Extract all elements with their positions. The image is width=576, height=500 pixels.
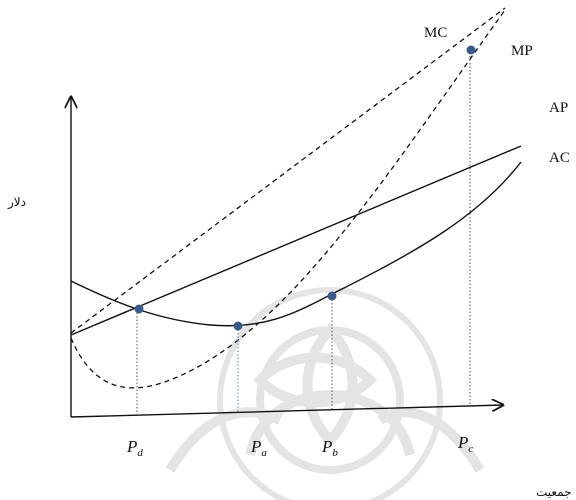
point-a-marker [233, 321, 243, 331]
tick-label-pd-sub: d [137, 447, 143, 459]
tick-label-pb-base: P [321, 437, 332, 456]
x-axis-label: جمعیت [536, 485, 572, 499]
ap-curve [70, 145, 522, 336]
x-axis [70, 405, 503, 418]
mc-label: MC [424, 25, 447, 41]
point-c-marker [466, 45, 476, 55]
tick-label-pb-sub: b [332, 447, 338, 459]
tick-label-pc: Pc [457, 433, 473, 455]
mp-label: MP [511, 43, 533, 59]
tick-label-pd-base: P [126, 437, 137, 456]
tick-label-pb: Pb [321, 437, 338, 459]
tick-label-pa-base: P [250, 437, 261, 456]
y-axis-label: دلار [7, 195, 26, 210]
tick-label-pc-sub: c [468, 443, 473, 455]
ac-label: AC [549, 150, 570, 166]
ac-curve [70, 161, 522, 327]
tick-label-pa: Pa [250, 437, 267, 459]
point-d-marker [134, 304, 144, 314]
mp-curve [70, 9, 506, 389]
ap-label: AP [549, 100, 568, 116]
mc-curve [70, 7, 506, 334]
ornament-watermark-icon [165, 287, 485, 500]
tick-label-pc-base: P [457, 433, 468, 452]
tick-label-pd: Pd [126, 437, 143, 459]
point-b-marker [327, 291, 337, 301]
tick-label-pa-sub: a [261, 447, 267, 459]
